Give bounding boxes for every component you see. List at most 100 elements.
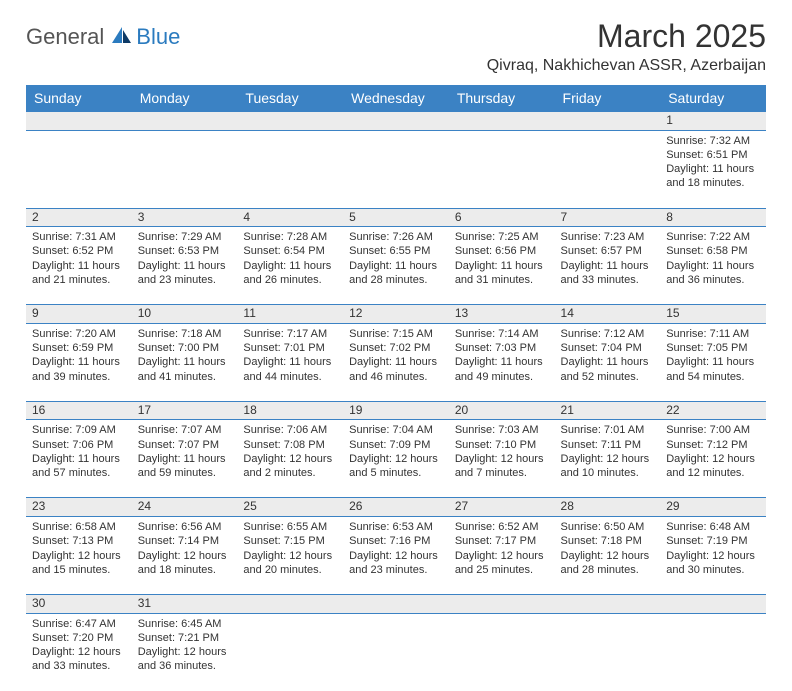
daylight-text: and 33 minutes.	[561, 273, 655, 287]
sunrise-text: Sunrise: 7:11 AM	[666, 327, 760, 341]
calendar-body: 1Sunrise: 7:32 AMSunset: 6:51 PMDaylight…	[26, 112, 766, 691]
sunset-text: Sunset: 6:56 PM	[455, 244, 549, 258]
day-number: 13	[449, 305, 555, 324]
sunrise-text: Sunrise: 7:06 AM	[243, 423, 337, 437]
daylight-text: and 49 minutes.	[455, 370, 549, 384]
day-cell: Sunrise: 7:06 AMSunset: 7:08 PMDaylight:…	[237, 420, 343, 498]
day-number	[555, 594, 661, 613]
day-cell: Sunrise: 7:11 AMSunset: 7:05 PMDaylight:…	[660, 323, 766, 401]
daylight-text: Daylight: 12 hours	[561, 549, 655, 563]
sunset-text: Sunset: 7:00 PM	[138, 341, 232, 355]
day-cell: Sunrise: 7:07 AMSunset: 7:07 PMDaylight:…	[132, 420, 238, 498]
daylight-text: Daylight: 12 hours	[138, 645, 232, 659]
sunrise-text: Sunrise: 7:17 AM	[243, 327, 337, 341]
col-header: Monday	[132, 85, 238, 112]
daylight-text: and 41 minutes.	[138, 370, 232, 384]
daylight-text: and 2 minutes.	[243, 466, 337, 480]
sunset-text: Sunset: 6:53 PM	[138, 244, 232, 258]
sunrise-text: Sunrise: 7:09 AM	[32, 423, 126, 437]
daylight-text: Daylight: 11 hours	[666, 355, 760, 369]
sunrise-text: Sunrise: 7:31 AM	[32, 230, 126, 244]
daylight-text: Daylight: 12 hours	[666, 549, 760, 563]
sunrise-text: Sunrise: 6:53 AM	[349, 520, 443, 534]
sunset-text: Sunset: 6:51 PM	[666, 148, 760, 162]
daylight-text: Daylight: 12 hours	[561, 452, 655, 466]
daylight-text: and 54 minutes.	[666, 370, 760, 384]
day-cell: Sunrise: 6:52 AMSunset: 7:17 PMDaylight:…	[449, 516, 555, 594]
daylight-text: Daylight: 11 hours	[32, 355, 126, 369]
day-number	[237, 594, 343, 613]
col-header: Thursday	[449, 85, 555, 112]
day-cell: Sunrise: 6:56 AMSunset: 7:14 PMDaylight:…	[132, 516, 238, 594]
daylight-text: and 5 minutes.	[349, 466, 443, 480]
daylight-text: and 23 minutes.	[138, 273, 232, 287]
brand-blue: Blue	[136, 24, 180, 50]
day-cell: Sunrise: 7:17 AMSunset: 7:01 PMDaylight:…	[237, 323, 343, 401]
daylight-text: Daylight: 12 hours	[455, 452, 549, 466]
day-cell: Sunrise: 7:04 AMSunset: 7:09 PMDaylight:…	[343, 420, 449, 498]
day-cell	[449, 130, 555, 208]
day-cell: Sunrise: 7:00 AMSunset: 7:12 PMDaylight:…	[660, 420, 766, 498]
day-cell: Sunrise: 7:25 AMSunset: 6:56 PMDaylight:…	[449, 227, 555, 305]
sunrise-text: Sunrise: 6:50 AM	[561, 520, 655, 534]
day-number: 26	[343, 498, 449, 517]
sunrise-text: Sunrise: 6:55 AM	[243, 520, 337, 534]
day-number: 7	[555, 208, 661, 227]
sunrise-text: Sunrise: 7:22 AM	[666, 230, 760, 244]
sunset-text: Sunset: 7:07 PM	[138, 438, 232, 452]
sunrise-text: Sunrise: 6:48 AM	[666, 520, 760, 534]
day-cell: Sunrise: 6:47 AMSunset: 7:20 PMDaylight:…	[26, 613, 132, 691]
sunset-text: Sunset: 7:05 PM	[666, 341, 760, 355]
daylight-text: and 18 minutes.	[138, 563, 232, 577]
sunset-text: Sunset: 6:59 PM	[32, 341, 126, 355]
header: General Blue March 2025 Qivraq, Nakhiche…	[26, 18, 766, 75]
location-text: Qivraq, Nakhichevan ASSR, Azerbaijan	[487, 57, 766, 75]
day-number: 29	[660, 498, 766, 517]
daylight-text: Daylight: 12 hours	[349, 549, 443, 563]
detail-row: Sunrise: 7:09 AMSunset: 7:06 PMDaylight:…	[26, 420, 766, 498]
day-cell: Sunrise: 6:48 AMSunset: 7:19 PMDaylight:…	[660, 516, 766, 594]
sunrise-text: Sunrise: 7:25 AM	[455, 230, 549, 244]
day-number: 25	[237, 498, 343, 517]
daynum-row: 9101112131415	[26, 305, 766, 324]
brand-logo: General Blue	[26, 24, 180, 50]
sunrise-text: Sunrise: 7:29 AM	[138, 230, 232, 244]
sunset-text: Sunset: 7:02 PM	[349, 341, 443, 355]
sunset-text: Sunset: 6:52 PM	[32, 244, 126, 258]
daylight-text: Daylight: 12 hours	[32, 645, 126, 659]
day-number: 1	[660, 112, 766, 131]
daylight-text: and 46 minutes.	[349, 370, 443, 384]
day-cell	[343, 130, 449, 208]
daynum-row: 1	[26, 112, 766, 131]
sunrise-text: Sunrise: 7:26 AM	[349, 230, 443, 244]
sunset-text: Sunset: 7:13 PM	[32, 534, 126, 548]
daylight-text: Daylight: 11 hours	[243, 355, 337, 369]
day-number: 5	[343, 208, 449, 227]
day-number	[449, 594, 555, 613]
day-number	[449, 112, 555, 131]
day-number	[132, 112, 238, 131]
brand-sail-icon	[108, 25, 134, 50]
daylight-text: Daylight: 12 hours	[32, 549, 126, 563]
day-number: 15	[660, 305, 766, 324]
sunset-text: Sunset: 7:09 PM	[349, 438, 443, 452]
sunrise-text: Sunrise: 6:58 AM	[32, 520, 126, 534]
day-cell: Sunrise: 6:53 AMSunset: 7:16 PMDaylight:…	[343, 516, 449, 594]
day-number: 30	[26, 594, 132, 613]
day-number: 12	[343, 305, 449, 324]
detail-row: Sunrise: 6:47 AMSunset: 7:20 PMDaylight:…	[26, 613, 766, 691]
day-number: 21	[555, 401, 661, 420]
day-number: 19	[343, 401, 449, 420]
daylight-text: Daylight: 11 hours	[243, 259, 337, 273]
sunrise-text: Sunrise: 7:04 AM	[349, 423, 443, 437]
sunset-text: Sunset: 7:14 PM	[138, 534, 232, 548]
daylight-text: Daylight: 11 hours	[455, 259, 549, 273]
month-title: March 2025	[487, 18, 766, 55]
day-cell	[343, 613, 449, 691]
day-number: 2	[26, 208, 132, 227]
sunset-text: Sunset: 7:15 PM	[243, 534, 337, 548]
sunset-text: Sunset: 7:20 PM	[32, 631, 126, 645]
daylight-text: Daylight: 12 hours	[666, 452, 760, 466]
daylight-text: and 36 minutes.	[666, 273, 760, 287]
day-cell: Sunrise: 7:12 AMSunset: 7:04 PMDaylight:…	[555, 323, 661, 401]
